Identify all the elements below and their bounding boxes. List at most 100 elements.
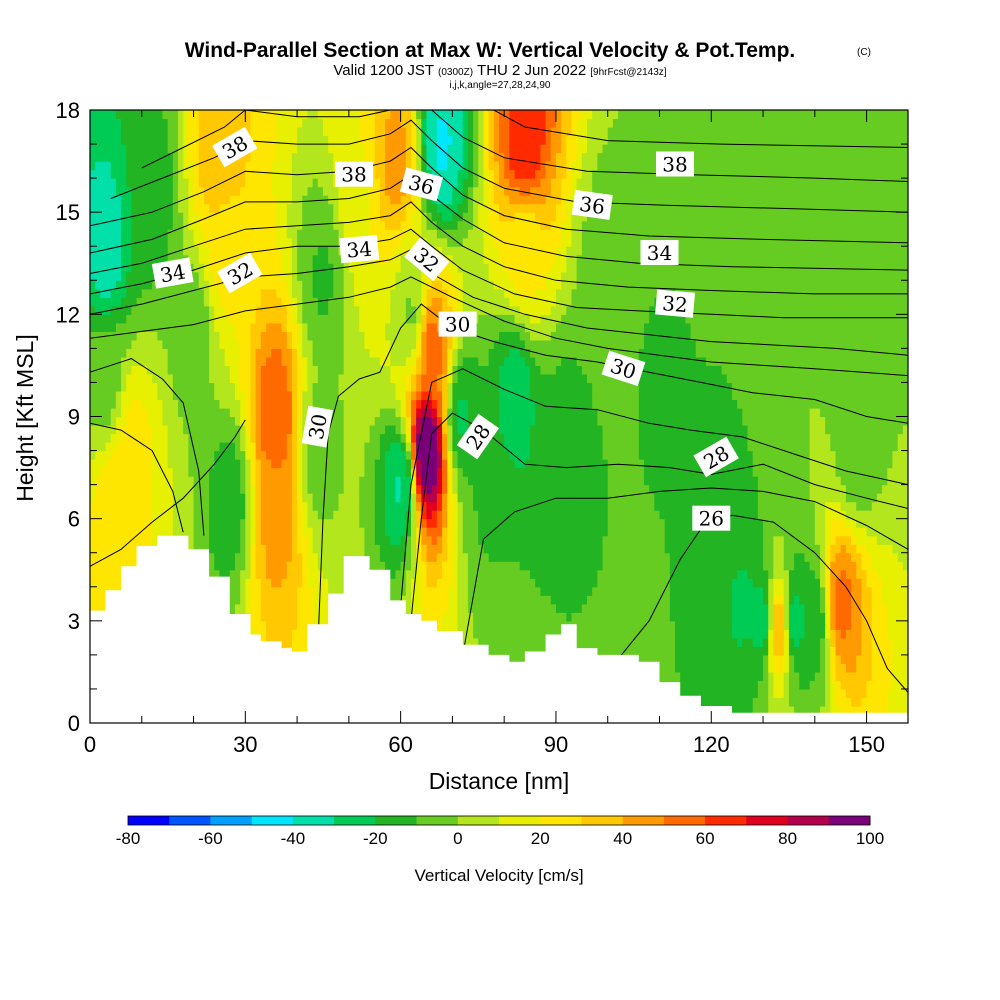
velocity-cell <box>234 220 241 230</box>
velocity-cell <box>442 595 448 605</box>
velocity-cell <box>90 314 96 324</box>
velocity-cell <box>105 322 112 332</box>
velocity-cell <box>245 280 252 290</box>
velocity-cell <box>229 433 236 443</box>
velocity-cell <box>136 305 143 315</box>
velocity-cell <box>95 263 101 273</box>
velocity-cell <box>369 433 376 443</box>
velocity-cell <box>379 561 386 571</box>
velocity-cell <box>131 518 138 528</box>
velocity-cell <box>250 629 257 639</box>
velocity-cell <box>167 382 174 392</box>
copyright-mark: (C) <box>857 47 871 58</box>
velocity-cell <box>276 561 283 571</box>
velocity-cell <box>157 246 164 256</box>
velocity-cell <box>359 280 365 290</box>
velocity-cell <box>436 186 443 196</box>
velocity-cell <box>131 459 138 469</box>
velocity-cell <box>322 544 329 554</box>
velocity-cell <box>343 518 350 528</box>
velocity-cell <box>90 442 96 452</box>
velocity-cell <box>183 110 189 120</box>
velocity-cell <box>416 322 422 332</box>
velocity-cell <box>110 152 117 162</box>
velocity-cell <box>416 510 422 520</box>
velocity-cell <box>131 203 138 213</box>
velocity-cell <box>328 305 334 315</box>
velocity-cell <box>234 459 241 469</box>
velocity-cell <box>302 476 309 486</box>
velocity-cell <box>245 578 252 588</box>
velocity-cell <box>146 399 153 409</box>
velocity-cell <box>364 229 371 239</box>
velocity-cell <box>276 186 283 196</box>
velocity-cell <box>374 339 381 349</box>
velocity-cell <box>209 407 215 418</box>
velocity-cell <box>385 527 391 537</box>
velocity-cell <box>395 407 402 418</box>
velocity-cell <box>255 629 262 639</box>
velocity-cell <box>110 552 117 562</box>
velocity-cell <box>379 169 386 179</box>
velocity-cell <box>426 229 433 239</box>
velocity-cell <box>281 595 288 605</box>
velocity-cell <box>115 331 122 341</box>
velocity-cell <box>214 297 221 307</box>
velocity-cell <box>281 195 288 205</box>
velocity-cell <box>369 144 376 154</box>
velocity-cell <box>255 544 262 554</box>
velocity-cell <box>172 135 179 145</box>
velocity-cell <box>178 152 184 162</box>
velocity-cell <box>395 578 402 588</box>
velocity-cell <box>359 544 365 554</box>
velocity-cell <box>343 425 350 435</box>
velocity-cell <box>105 135 112 145</box>
velocity-cell <box>100 450 107 460</box>
velocity-cell <box>245 390 252 401</box>
velocity-cell <box>400 467 407 477</box>
velocity-cell <box>395 305 402 315</box>
velocity-cell <box>203 518 210 528</box>
velocity-cell <box>240 322 246 332</box>
velocity-cell <box>115 552 122 562</box>
velocity-cell <box>307 322 314 332</box>
velocity-cell <box>224 178 231 188</box>
velocity-cell <box>266 544 272 554</box>
velocity-cell <box>152 527 158 537</box>
velocity-cell <box>136 416 143 426</box>
velocity-cell <box>317 305 324 315</box>
velocity-cell <box>224 331 231 341</box>
velocity-cell <box>141 152 148 162</box>
velocity-cell <box>354 493 360 503</box>
velocity-cell <box>369 493 376 503</box>
velocity-cell <box>348 407 355 418</box>
velocity-cell <box>255 459 262 469</box>
velocity-cell <box>167 246 174 256</box>
velocity-cell <box>385 450 391 460</box>
velocity-cell <box>291 527 298 537</box>
velocity-cell <box>395 135 402 145</box>
velocity-cell <box>291 331 298 341</box>
velocity-cell <box>385 220 391 230</box>
velocity-cell <box>322 373 329 384</box>
velocity-cell <box>100 425 107 435</box>
velocity-cell <box>115 237 122 247</box>
velocity-cell <box>442 484 448 494</box>
velocity-cell <box>286 510 293 520</box>
velocity-cell <box>431 365 438 375</box>
velocity-cell <box>214 288 221 298</box>
velocity-cell <box>416 356 422 367</box>
velocity-cell <box>333 237 340 247</box>
velocity-cell <box>359 348 365 358</box>
velocity-cell <box>240 195 246 205</box>
velocity-cell <box>234 407 241 418</box>
velocity-cell <box>121 493 127 503</box>
velocity-cell <box>214 399 221 409</box>
velocity-cell <box>240 373 246 384</box>
velocity-cell <box>255 280 262 290</box>
velocity-cell <box>266 595 272 605</box>
velocity-cell <box>110 535 117 545</box>
velocity-cell <box>126 254 133 264</box>
velocity-cell <box>312 569 319 579</box>
velocity-cell <box>209 569 215 579</box>
